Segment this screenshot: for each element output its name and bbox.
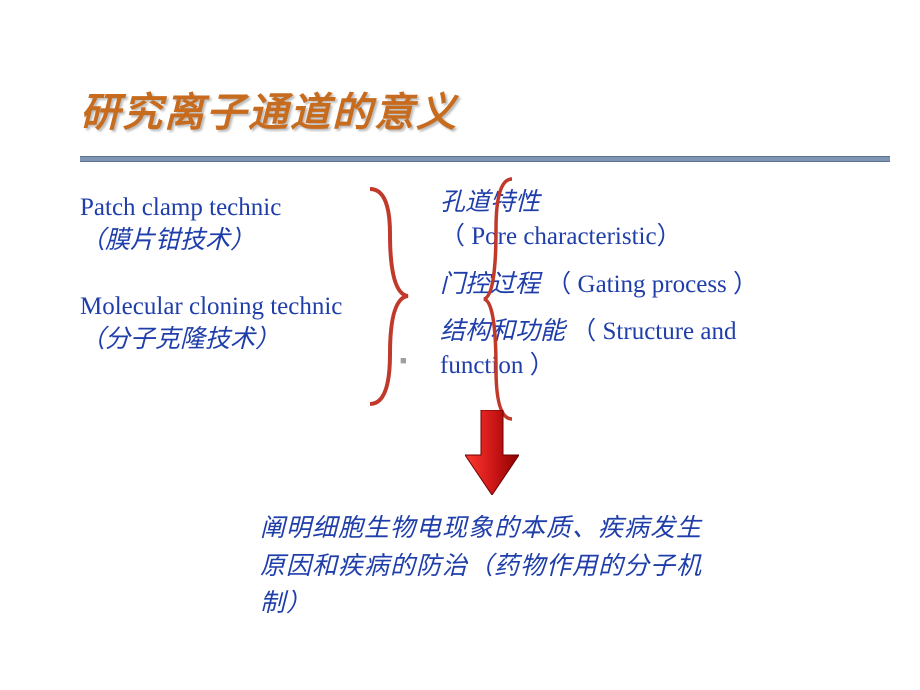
left-item-2: Molecular cloning technic （分子克隆技术） <box>80 291 370 356</box>
title-rule <box>80 156 890 162</box>
left-brace-icon <box>482 174 516 424</box>
down-arrow-icon <box>465 410 519 495</box>
marker-dot: ■ <box>400 355 407 367</box>
left-item-1-zh: （膜片钳技术） <box>80 227 255 254</box>
left-item-2-en: Molecular cloning technic <box>80 293 342 320</box>
left-column: Patch clamp technic （膜片钳技术） Molecular cl… <box>80 184 370 397</box>
left-item-1: Patch clamp technic （膜片钳技术） <box>80 192 370 257</box>
left-item-2-zh: （分子克隆技术） <box>80 326 280 353</box>
conclusion-text: 阐明细胞生物电现象的本质、疾病发生原因和疾病的防治（药物作用的分子机制） <box>260 510 710 623</box>
right-item-2-en: （ Gating process ） <box>546 271 758 298</box>
right-brace-icon <box>360 184 410 409</box>
left-item-1-en: Patch clamp technic <box>80 194 281 221</box>
slide: 研究离子通道的意义 Patch clamp technic （膜片钳技术） Mo… <box>0 0 920 690</box>
right-item-1-en: （ Pore characteristic） <box>440 223 682 250</box>
content-columns: Patch clamp technic （膜片钳技术） Molecular cl… <box>80 184 850 397</box>
slide-title: 研究离子通道的意义 <box>80 80 850 138</box>
